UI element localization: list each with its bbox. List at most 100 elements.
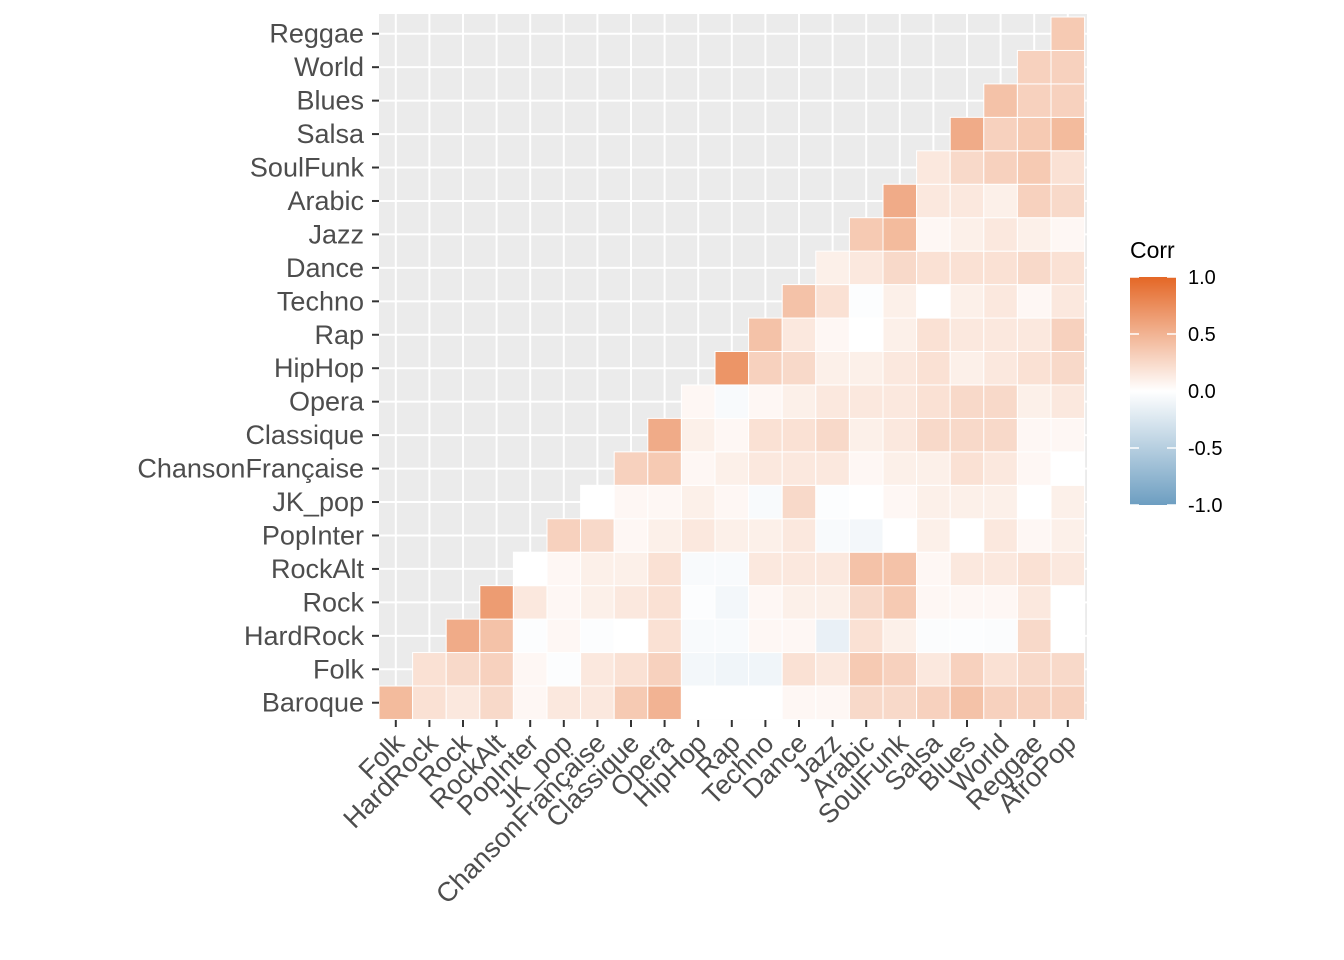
heatmap-cell <box>1016 116 1052 152</box>
heatmap-cell <box>983 417 1018 453</box>
heatmap-cell <box>781 585 817 620</box>
heatmap-cell <box>479 618 514 654</box>
heatmap-cell <box>613 685 649 720</box>
heatmap-cell <box>916 284 951 319</box>
heatmap-cell <box>916 518 951 553</box>
y-tick-label: Reggae <box>269 19 364 49</box>
heatmap-cell <box>949 351 985 386</box>
heatmap-cell <box>613 585 649 620</box>
y-tick-label: SoulFunk <box>250 153 365 183</box>
heatmap-cell <box>983 484 1018 520</box>
heatmap-cell <box>848 518 884 553</box>
heatmap-cell <box>680 417 716 453</box>
heatmap-cell <box>882 685 918 720</box>
legend-tick-label: 0.5 <box>1188 324 1216 346</box>
heatmap-cell <box>882 417 918 453</box>
heatmap-cell <box>815 652 850 687</box>
heatmap-cell <box>1016 685 1052 720</box>
heatmap-cell <box>916 250 951 286</box>
heatmap-cell <box>1050 618 1086 654</box>
heatmap-cell <box>748 618 783 654</box>
heatmap-cell <box>815 250 850 286</box>
y-tick-label: ChansonFrançaise <box>137 454 364 484</box>
heatmap-cell <box>546 518 582 553</box>
heatmap-cell <box>916 585 951 620</box>
y-tick-label: Folk <box>313 654 365 684</box>
heatmap-cell <box>748 685 783 720</box>
heatmap-cell <box>1016 417 1052 453</box>
heatmap-cell <box>916 652 951 687</box>
y-tick-label: JK_pop <box>272 487 364 517</box>
heatmap-cell <box>916 417 951 453</box>
y-tick-label: Rock <box>302 587 364 617</box>
heatmap-cell <box>1016 317 1052 352</box>
y-tick-label: HipHop <box>274 353 364 383</box>
heatmap-cell <box>781 551 817 587</box>
heatmap-cell <box>1050 217 1086 252</box>
heatmap-cell <box>1050 83 1086 118</box>
heatmap-cell <box>815 618 850 654</box>
heatmap-cell <box>580 518 615 553</box>
heatmap-cell <box>412 685 447 720</box>
heatmap-cell <box>479 685 514 720</box>
heatmap-cell <box>916 685 951 720</box>
legend-ticks: 1.0 0.5 0.0 -0.5 -1.0 <box>1130 267 1222 517</box>
heatmap-cell <box>949 518 985 553</box>
y-tick-label: RockAlt <box>271 554 365 584</box>
heatmap-cell <box>580 618 615 654</box>
heatmap-cell <box>1050 183 1086 219</box>
heatmap-cell <box>949 116 985 152</box>
heatmap-cell <box>983 384 1018 419</box>
heatmap-cell <box>512 652 548 687</box>
heatmap-cell <box>916 484 951 520</box>
heatmap-cell <box>848 284 884 319</box>
heatmap-cell <box>882 351 918 386</box>
heatmap-cell <box>949 585 985 620</box>
heatmap-cell <box>680 384 716 419</box>
heatmap-cell <box>546 652 582 687</box>
heatmap-cell <box>949 217 985 252</box>
heatmap-cell <box>1016 451 1052 486</box>
y-tick-label: Blues <box>296 86 364 116</box>
heatmap-cell <box>748 484 783 520</box>
heatmap-cell <box>512 618 548 654</box>
heatmap-cell <box>848 217 884 252</box>
heatmap-cell <box>1016 585 1052 620</box>
heatmap-cell <box>680 484 716 520</box>
heatmap-cell <box>613 484 649 520</box>
heatmap-cell <box>882 317 918 352</box>
heatmap-cell <box>848 384 884 419</box>
heatmap-cell <box>949 150 985 185</box>
heatmap-cell <box>1016 150 1052 185</box>
heatmap-cell <box>647 685 682 720</box>
heatmap-cell <box>983 150 1018 185</box>
heatmap-cell <box>815 685 850 720</box>
heatmap-cell <box>1050 150 1086 185</box>
heatmap-cell <box>882 284 918 319</box>
heatmap-cell <box>815 384 850 419</box>
heatmap-cell <box>445 685 481 720</box>
y-tick-label: Baroque <box>262 688 364 718</box>
heatmap-cell <box>983 116 1018 152</box>
legend: Corr 1.0 0.5 0.0 -0.5 -1.0 <box>1130 237 1222 517</box>
heatmap-cell <box>1016 49 1052 85</box>
heatmap-cell <box>580 585 615 620</box>
heatmap-cell <box>848 484 884 520</box>
heatmap-cell <box>781 317 817 352</box>
heatmap-cell <box>815 451 850 486</box>
y-tick-label: Jazz <box>308 219 364 249</box>
heatmap-cell <box>1050 49 1086 85</box>
heatmap-cell <box>983 217 1018 252</box>
heatmap-cell <box>580 652 615 687</box>
y-tick-label: Dance <box>286 253 364 283</box>
legend-title: Corr <box>1130 237 1175 263</box>
heatmap-cell <box>378 685 414 720</box>
y-tick-label: Opera <box>289 387 365 417</box>
heatmap-cell <box>949 551 985 587</box>
legend-tick-label: 1.0 <box>1188 267 1216 289</box>
heatmap-cell <box>546 618 582 654</box>
heatmap-cell <box>781 652 817 687</box>
heatmap-cell <box>714 351 750 386</box>
heatmap-cell <box>1016 284 1052 319</box>
